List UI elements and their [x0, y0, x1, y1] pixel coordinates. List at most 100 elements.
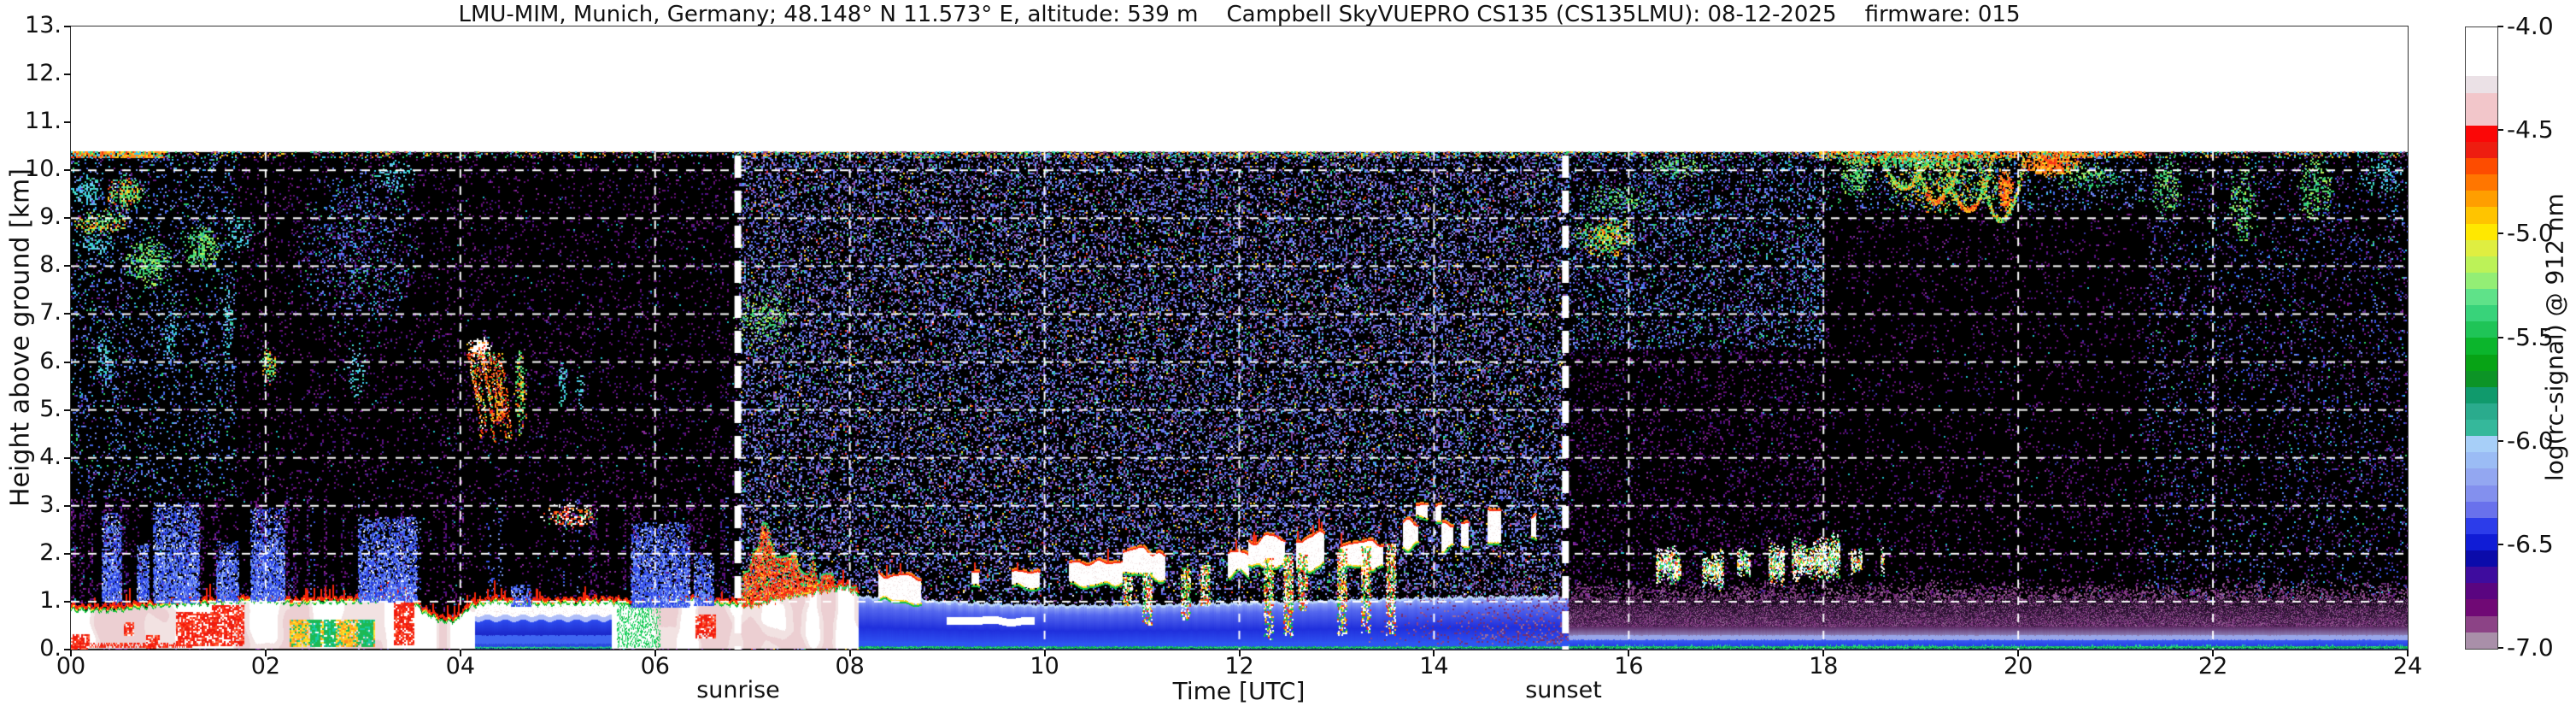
y-tick-mark — [64, 361, 71, 363]
y-tick-label: 12. — [25, 60, 62, 87]
y-tick-mark — [64, 74, 71, 76]
colorbar-band — [2466, 468, 2497, 485]
colorbar-band — [2466, 305, 2497, 322]
x-axis-label: Time [UTC] — [1172, 677, 1306, 705]
x-tick-label: 16 — [1614, 653, 1644, 680]
x-tick-mark — [1628, 650, 1630, 656]
y-tick-mark — [64, 26, 71, 27]
x-tick-label: 12 — [1224, 653, 1254, 680]
x-tick-label: 20 — [2003, 653, 2033, 680]
colorbar-band — [2466, 567, 2497, 584]
y-tick-label: 0. — [39, 635, 62, 662]
colorbar-band — [2466, 207, 2497, 224]
y-tick-mark — [64, 552, 71, 555]
plot-title: LMU-MIM, Munich, Germany; 48.148° N 11.5… — [458, 2, 2021, 27]
x-tick-label: 18 — [1809, 653, 1839, 680]
x-tick-mark — [848, 650, 851, 656]
x-tick-mark — [1238, 650, 1241, 656]
colorbar-band — [2466, 517, 2497, 534]
y-tick-mark — [64, 409, 71, 411]
colorbar-band — [2466, 354, 2497, 371]
y-tick-label: 11. — [25, 108, 62, 135]
x-tick-label: 02 — [250, 653, 281, 680]
colorbar-band — [2466, 191, 2497, 208]
y-tick-mark — [64, 456, 71, 459]
x-tick-mark — [2017, 650, 2020, 656]
x-tick-label: 14 — [1419, 653, 1449, 680]
y-tick-mark — [64, 169, 71, 172]
x-tick-label: 10 — [1030, 653, 1059, 680]
y-tick-label: 6. — [39, 347, 62, 374]
y-tick-label: 3. — [39, 491, 62, 518]
colorbar-tick-mark — [2497, 232, 2503, 235]
colorbar-tick-label: -6.5 — [2507, 529, 2554, 558]
x-tick-mark — [654, 650, 656, 656]
colorbar-band — [2466, 27, 2497, 44]
colorbar-band — [2466, 174, 2497, 191]
y-tick-label: 7. — [39, 299, 62, 327]
y-tick-mark — [64, 121, 71, 124]
colorbar-tick-mark — [2497, 647, 2503, 649]
colorbar-band — [2466, 550, 2497, 568]
colorbar-band — [2466, 485, 2497, 502]
x-tick-label: 08 — [835, 653, 865, 680]
colorbar-tick-mark — [2497, 26, 2503, 27]
colorbar-band — [2466, 420, 2497, 437]
colorbar-band — [2466, 92, 2497, 109]
x-tick-mark — [1043, 650, 1046, 656]
x-tick-mark — [1822, 650, 1825, 656]
x-tick-mark — [1433, 650, 1435, 656]
sunset-annotation: sunset — [1525, 677, 1602, 703]
x-tick-label: 22 — [2198, 653, 2228, 680]
colorbar — [2465, 26, 2498, 650]
colorbar-band — [2466, 141, 2497, 158]
x-tick-mark — [70, 650, 72, 656]
y-tick-mark — [64, 217, 71, 220]
colorbar-band — [2466, 109, 2497, 126]
colorbar-band — [2466, 370, 2497, 387]
y-tick-label: 4. — [39, 443, 62, 470]
sunrise-annotation: sunrise — [696, 677, 780, 703]
y-tick-label: 8. — [39, 251, 62, 279]
colorbar-tick-mark — [2497, 543, 2503, 545]
colorbar-band — [2466, 533, 2497, 550]
x-tick-mark — [2212, 650, 2215, 656]
colorbar-band — [2466, 452, 2497, 469]
colorbar-tick-label: -5.0 — [2507, 219, 2554, 248]
colorbar-band — [2466, 386, 2497, 403]
y-tick-mark — [64, 265, 71, 268]
colorbar-band — [2466, 44, 2497, 61]
colorbar-band — [2466, 76, 2497, 93]
colorbar-tick-label: -5.5 — [2507, 322, 2554, 351]
x-tick-label: 24 — [2392, 653, 2423, 680]
y-tick-label: 9. — [39, 203, 62, 231]
colorbar-band — [2466, 125, 2497, 142]
colorbar-band — [2466, 60, 2497, 77]
x-tick-label: 00 — [56, 653, 86, 680]
colorbar-band — [2466, 501, 2497, 518]
y-tick-mark — [64, 504, 71, 507]
colorbar-band — [2466, 239, 2497, 256]
colorbar-band — [2466, 338, 2497, 355]
colorbar-band — [2466, 158, 2497, 175]
y-tick-label: 5. — [39, 395, 62, 422]
colorbar-band — [2466, 403, 2497, 420]
colorbar-tick-label: -7.0 — [2507, 633, 2554, 662]
y-tick-label: 1. — [39, 586, 62, 614]
colorbar-band — [2466, 632, 2497, 649]
colorbar-band — [2466, 223, 2497, 240]
colorbar-tick-label: -4.5 — [2507, 115, 2554, 144]
colorbar-band — [2466, 289, 2497, 306]
y-tick-mark — [64, 649, 71, 650]
x-tick-mark — [264, 650, 267, 656]
x-tick-mark — [2407, 650, 2409, 656]
y-tick-label: 10. — [25, 156, 62, 183]
colorbar-band — [2466, 436, 2497, 453]
colorbar-tick-label: -6.0 — [2507, 426, 2554, 455]
heatmap-plot-area — [70, 26, 2409, 650]
x-tick-mark — [459, 650, 461, 656]
colorbar-tick-label: -4.0 — [2507, 12, 2554, 40]
colorbar-band — [2466, 599, 2497, 616]
colorbar-band — [2466, 256, 2497, 273]
x-tick-label: 04 — [445, 653, 475, 680]
